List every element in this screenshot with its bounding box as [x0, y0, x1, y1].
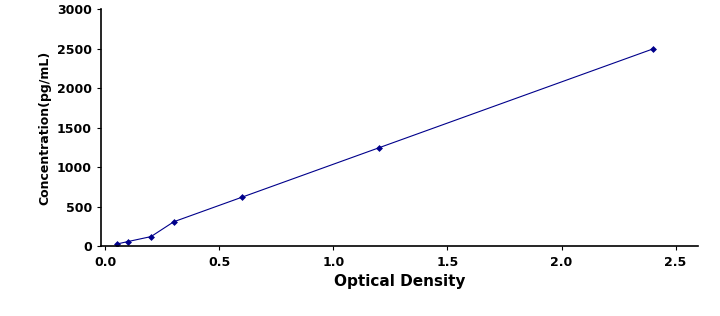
- Y-axis label: Concentration(pg/mL): Concentration(pg/mL): [38, 51, 51, 205]
- X-axis label: Optical Density: Optical Density: [334, 274, 465, 289]
